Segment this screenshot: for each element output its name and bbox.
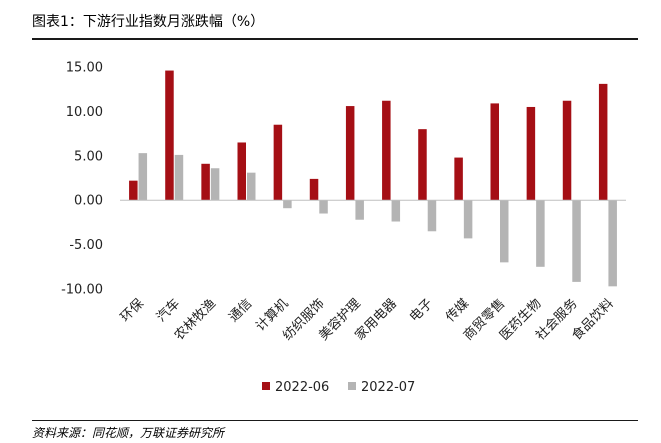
- y-tick-label: 5.00: [74, 149, 103, 164]
- y-tick-label: -10.00: [61, 283, 103, 298]
- y-tick-label: 10.00: [66, 105, 103, 120]
- bar-2022-07-0: [138, 153, 148, 201]
- y-axis: 15.00 10.00 5.00 0.00 -5.00 -10.00: [61, 61, 103, 298]
- title-divider: [32, 38, 638, 40]
- legend-label: 2022-06: [275, 380, 329, 395]
- bars: [129, 70, 617, 287]
- bar-2022-07-8: [427, 200, 437, 232]
- bar-2022-07-13: [608, 200, 617, 287]
- bar-2022-07-3: [247, 172, 256, 201]
- bar-2022-06-2: [201, 163, 210, 201]
- source-note: 资料来源：同花顺，万联证券研究所: [32, 426, 225, 440]
- bar-2022-07-9: [463, 200, 473, 239]
- bar-2022-07-5: [319, 200, 328, 214]
- bar-2022-06-11: [526, 106, 536, 201]
- bar-2022-06-9: [454, 157, 463, 201]
- x-category-label: 电子: [407, 296, 436, 325]
- bar-2022-06-10: [490, 103, 499, 201]
- bar-2022-06-7: [382, 100, 391, 201]
- bar-2022-07-2: [210, 168, 220, 201]
- x-category-label: 环保: [118, 296, 147, 325]
- legend: 2022-06 2022-07: [262, 380, 415, 395]
- source-divider: [32, 420, 638, 421]
- x-category-label: 汽车: [153, 296, 183, 326]
- x-category-label: 通信: [226, 296, 255, 325]
- bar-2022-07-4: [283, 200, 292, 209]
- y-tick-label: 0.00: [74, 194, 103, 209]
- bar-2022-07-7: [391, 200, 401, 222]
- bar-2022-06-3: [237, 142, 246, 201]
- bar-2022-06-4: [273, 124, 283, 201]
- figure-title: 图表1：下游行业指数月涨跌幅（%）: [32, 14, 265, 30]
- bar-2022-07-11: [536, 200, 545, 267]
- legend-swatch-2022-07: [348, 382, 356, 390]
- bar-2022-07-12: [572, 200, 581, 282]
- bar-2022-07-10: [500, 200, 509, 263]
- bar-2022-06-12: [562, 100, 572, 201]
- y-tick-label: -5.00: [69, 238, 103, 253]
- legend-label: 2022-07: [361, 380, 415, 395]
- bar-2022-07-1: [174, 154, 184, 201]
- bar-2022-06-0: [129, 180, 138, 201]
- bar-2022-06-5: [309, 178, 319, 201]
- bar-2022-06-13: [598, 83, 608, 201]
- bar-2022-06-1: [165, 70, 174, 201]
- bar-2022-06-8: [418, 129, 427, 201]
- legend-swatch-2022-06: [262, 382, 270, 390]
- x-category-label: 传媒: [443, 296, 472, 325]
- bar-2022-07-6: [355, 200, 364, 220]
- y-tick-label: 15.00: [66, 61, 103, 76]
- bar-2022-06-6: [345, 106, 355, 201]
